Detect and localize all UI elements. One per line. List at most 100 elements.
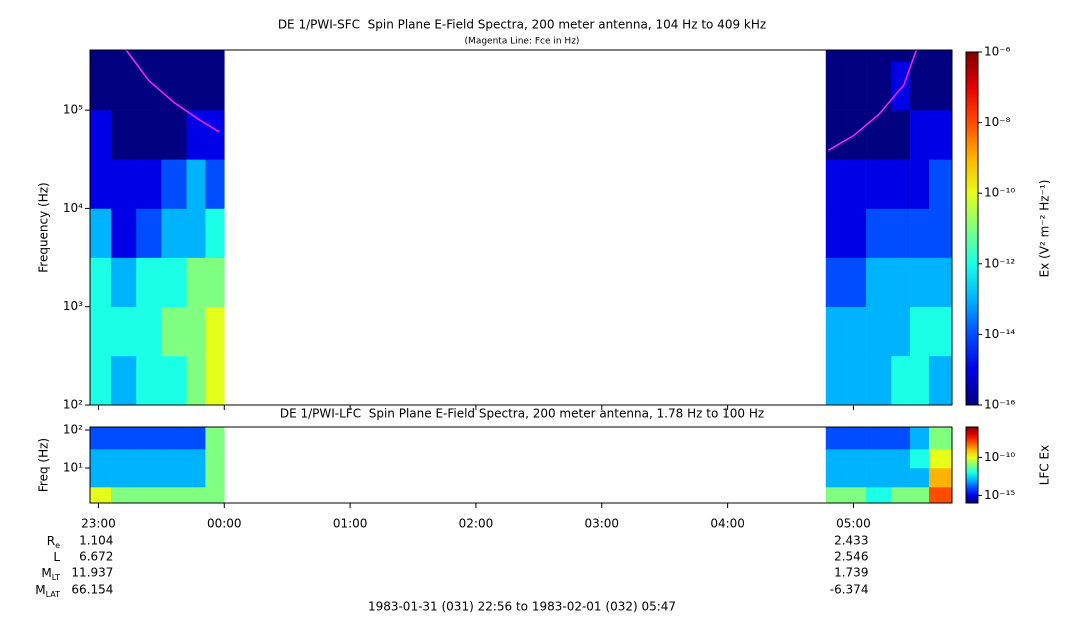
heatmap-cell <box>111 50 137 62</box>
ephemeris-label: L <box>53 550 60 564</box>
heatmap-cell <box>928 257 953 308</box>
ephemeris-value: -6.374 <box>830 583 869 597</box>
fce-line <box>827 49 918 151</box>
x-tick-label: 05:00 <box>836 517 871 531</box>
heatmap-cell <box>910 208 930 258</box>
heatmap-cell <box>866 355 892 406</box>
heatmap-cell <box>825 427 848 450</box>
heatmap-cell <box>910 159 930 209</box>
colorbar-tick-label: 10⁻¹⁰ <box>984 186 1015 200</box>
heatmap-cell <box>161 110 187 160</box>
heatmap-cell <box>866 257 892 308</box>
ephemeris-label-sub: e <box>55 541 60 550</box>
heatmap-cell <box>90 355 112 406</box>
heatmap-cell <box>847 306 867 357</box>
heatmap-cell <box>891 257 911 308</box>
heatmap-cell <box>910 355 930 406</box>
heatmap-cell <box>205 468 225 488</box>
heatmap-cell <box>866 208 892 258</box>
colorbar-tick-label: 10⁻¹⁴ <box>984 327 1015 341</box>
heatmap-cell <box>910 306 930 357</box>
heatmap-cell <box>136 449 162 469</box>
ephemeris-value: 1.104 <box>79 534 113 548</box>
ephemeris-value: 1.739 <box>834 566 868 580</box>
heatmap-cell <box>111 449 137 469</box>
heatmap-cell <box>136 306 162 357</box>
heatmap-cell <box>928 159 953 209</box>
heatmap-cell <box>910 427 930 450</box>
heatmap-cell <box>866 427 892 450</box>
heatmap-cell <box>111 110 137 160</box>
heatmap-cell <box>847 159 867 209</box>
heatmap-cell <box>161 449 187 469</box>
heatmap-cell <box>186 468 206 488</box>
heatmap-cell <box>928 449 953 469</box>
heatmap-cell <box>825 110 848 160</box>
heatmap-cell <box>866 50 892 62</box>
heatmap-cell <box>847 355 867 406</box>
heatmap-cell <box>205 50 225 62</box>
heatmap-cell <box>90 208 112 258</box>
heatmap-cell <box>891 487 911 504</box>
chart-title: DE 1/PWI-LFC Spin Plane E-Field Spectra,… <box>280 407 764 421</box>
heatmap-cell <box>891 208 911 258</box>
heatmap-cell <box>205 257 225 308</box>
x-tick-label: 00:00 <box>207 517 242 531</box>
heatmap-cell <box>891 427 911 450</box>
x-tick-label: 23:00 <box>81 517 116 531</box>
heatmap-cell <box>910 50 930 62</box>
x-tick-label: 03:00 <box>584 517 619 531</box>
chart-subtitle: (Magenta Line: Fce in Hz) <box>465 37 580 47</box>
ephemeris-label: Re <box>47 534 60 550</box>
ephemeris-label-main: M <box>35 583 45 597</box>
ephemeris-value: 66.154 <box>71 583 113 597</box>
heatmap-cell <box>186 449 206 469</box>
heatmap-cell <box>928 355 953 406</box>
heatmap-cell <box>205 427 225 450</box>
heatmap-cell <box>186 159 206 209</box>
heatmap-cell <box>186 50 206 62</box>
colorbar-tick-label: 10⁻¹⁶ <box>984 398 1015 412</box>
heatmap-cell <box>847 208 867 258</box>
heatmap-cell <box>891 159 911 209</box>
ephemeris-value: 11.937 <box>71 566 113 580</box>
ephemeris-label: MLT <box>41 566 60 582</box>
heatmap-cell <box>161 468 187 488</box>
y-tick-label: 10⁵ <box>63 103 83 117</box>
heatmap-cell <box>891 110 911 160</box>
heatmap-cell <box>866 110 892 160</box>
heatmap-cell <box>928 306 953 357</box>
y-axis-label: Frequency (Hz) <box>37 182 51 273</box>
heatmap-cell <box>205 449 225 469</box>
y-axis-label: Freq (Hz) <box>37 438 51 492</box>
heatmap-cell <box>136 50 162 62</box>
heatmap-cell <box>90 61 112 111</box>
heatmap-cell <box>847 110 867 160</box>
heatmap-cell <box>928 110 953 160</box>
heatmap-cell <box>910 468 930 488</box>
heatmap-cell <box>891 50 911 62</box>
fce-line <box>125 49 220 133</box>
heatmap-cell <box>161 306 187 357</box>
heatmap-cell <box>825 487 848 504</box>
heatmap-cell <box>847 487 867 504</box>
y-tick-label: 10² <box>63 423 83 437</box>
heatmap-cell <box>186 208 206 258</box>
heatmap-cell <box>205 355 225 406</box>
heatmap-cell <box>847 449 867 469</box>
ephemeris-label-main: L <box>53 550 60 564</box>
heatmap-cell <box>161 159 187 209</box>
heatmap-cell <box>910 110 930 160</box>
ephemeris-value: 6.672 <box>79 550 113 564</box>
y-tick-label: 10² <box>63 398 83 412</box>
heatmap-cell <box>891 468 911 488</box>
heatmap-cell <box>847 427 867 450</box>
heatmap-cell <box>205 61 225 111</box>
heatmap-cell <box>825 355 848 406</box>
x-tick-label: 02:00 <box>459 517 494 531</box>
colorbar-tick-label: 10⁻¹² <box>984 256 1015 270</box>
heatmap-cell <box>825 50 848 62</box>
heatmap-cell <box>136 487 162 504</box>
heatmap-cell <box>136 257 162 308</box>
heatmap-cell <box>866 449 892 469</box>
